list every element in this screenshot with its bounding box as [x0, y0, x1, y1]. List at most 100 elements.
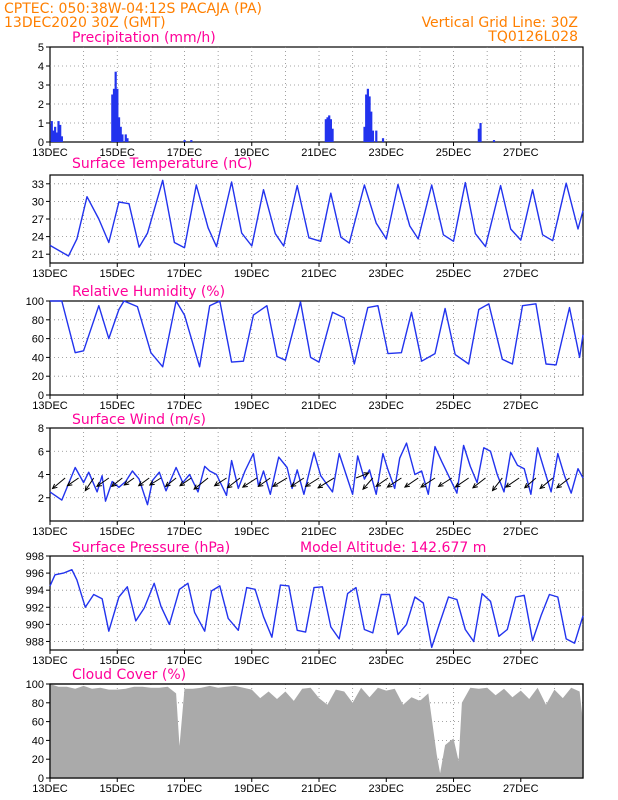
- series-line: [50, 300, 584, 368]
- wind-arrow-shaft: [472, 477, 486, 489]
- precipitation-bar: [375, 130, 378, 142]
- wind-arrow-shaft: [455, 477, 469, 488]
- x-tick-label: 27DEC: [503, 400, 539, 412]
- precipitation-bar: [190, 140, 193, 142]
- wind-arrow-shaft: [123, 477, 135, 486]
- x-tick-label: 23DEC: [369, 147, 405, 159]
- panel-title: Relative Humidity (%): [72, 284, 225, 300]
- wind-arrow-head: [523, 483, 530, 489]
- wind-arrow-head: [148, 480, 155, 486]
- y-tick-label: 40: [32, 735, 44, 747]
- wind-arrow-shaft: [404, 477, 419, 488]
- panel-5: 988 990 992 994 996 998 13DEC 15DEC 17DEC 19DEC 21…: [26, 540, 584, 667]
- y-tick-label: 0: [38, 390, 44, 402]
- x-tick-label: 17DEC: [167, 783, 203, 795]
- series-line: [49, 569, 584, 649]
- x-tick-label: 21DEC: [301, 147, 337, 159]
- y-tick-label: 21: [32, 249, 44, 261]
- header-grid-line: Vertical Grid Line: 30Z: [422, 15, 578, 31]
- precipitation-bar: [50, 121, 53, 142]
- wind-arrow: [362, 477, 374, 491]
- wind-arrow-head: [226, 483, 233, 489]
- x-tick-label: 19DEC: [234, 400, 270, 412]
- precipitation-bar: [366, 88, 369, 142]
- wind-arrow-head: [257, 481, 264, 488]
- wind-arrow-head: [66, 481, 73, 487]
- precipitation-bar: [126, 138, 129, 142]
- precipitation-bar: [183, 140, 186, 142]
- wind-arrow-shaft: [539, 477, 554, 489]
- x-tick-label: 15DEC: [100, 783, 136, 795]
- precipitation-bar: [114, 71, 117, 142]
- wind-arrow: [317, 477, 335, 489]
- wind-arrow-shaft: [438, 477, 453, 487]
- x-tick-label: 15DEC: [100, 147, 136, 159]
- wind-arrow-head: [213, 481, 220, 487]
- wind-arrow: [84, 477, 95, 492]
- precipitation-bar: [324, 119, 327, 142]
- precipitation-bar: [54, 126, 57, 142]
- x-tick-label: 17DEC: [167, 268, 203, 280]
- x-tick-label: 27DEC: [503, 655, 539, 667]
- y-tick-label: 4: [38, 61, 44, 73]
- precipitation-bar: [117, 117, 121, 142]
- wind-arrow-shaft: [272, 477, 288, 487]
- y-tick-label: 994: [26, 585, 44, 597]
- x-tick-label: 15DEC: [100, 655, 136, 667]
- x-tick-label: 23DEC: [369, 526, 405, 538]
- wind-arrow-head: [386, 482, 393, 488]
- panel-title: Precipitation (mm/h): [72, 30, 216, 46]
- wind-arrow-shaft: [387, 477, 402, 488]
- x-tick-label: 23DEC: [369, 268, 405, 280]
- precipitation-bar: [112, 88, 116, 142]
- precipitation-bar: [479, 123, 482, 142]
- x-tick-label: 15DEC: [100, 400, 136, 412]
- x-tick-label: 19DEC: [234, 526, 270, 538]
- y-tick-label: 6: [38, 446, 44, 458]
- wind-arrow-head: [179, 481, 186, 487]
- wind-arrow: [403, 477, 419, 488]
- x-tick-label: 25DEC: [436, 783, 472, 795]
- precipitation-bar: [381, 138, 385, 142]
- wind-arrow: [355, 472, 370, 479]
- precipitation-bar: [55, 132, 58, 142]
- wind-arrow-head: [110, 481, 117, 488]
- x-tick-label: 13DEC: [32, 147, 68, 159]
- panel-3: 0 20 40 60 80 100 13DEC 15DEC 17DEC 19DEC 21DEC 23D…: [26, 284, 584, 412]
- wind-arrow-shaft: [556, 477, 570, 489]
- wind-arrow-shaft: [227, 477, 241, 489]
- y-tick-label: 990: [26, 619, 44, 631]
- x-tick-label: 21DEC: [301, 783, 337, 795]
- wind-arrow: [504, 477, 520, 488]
- wind-arrow-shaft: [242, 477, 258, 488]
- wind-arrow: [213, 477, 227, 487]
- wind-arrow-shaft: [96, 477, 110, 487]
- wind-arrow: [66, 477, 79, 487]
- wind-arrow-head: [51, 483, 58, 490]
- wind-arrow-head: [363, 472, 370, 478]
- wind-arrow: [523, 477, 537, 489]
- x-tick-label: 13DEC: [32, 526, 68, 538]
- panel-6: 0 20 40 60 80 100 13DEC 15DEC 17DEC 19DEC 21DEC 23D…: [26, 667, 584, 795]
- x-tick-label: 13DEC: [32, 400, 68, 412]
- y-tick-label: 992: [26, 602, 44, 614]
- wind-arrow-shaft: [305, 477, 320, 487]
- wind-arrow-shaft: [375, 477, 389, 487]
- wind-arrow: [110, 477, 123, 488]
- wind-arrow-head: [454, 482, 461, 488]
- precipitation-bar: [492, 140, 496, 142]
- wind-arrow-shaft: [258, 477, 271, 487]
- wind-arrow-shaft: [214, 477, 227, 487]
- wind-arrow: [454, 477, 469, 488]
- wind-arrow: [471, 477, 486, 489]
- precipitation-bar: [121, 134, 124, 142]
- x-tick-label: 17DEC: [167, 526, 203, 538]
- y-tick-label: 24: [32, 232, 44, 244]
- wind-arrow-head: [403, 482, 410, 488]
- panel-title: Cloud Cover (%): [72, 667, 186, 683]
- wind-arrow-shaft: [52, 477, 66, 489]
- plot-frame-overlay: [49, 683, 584, 779]
- wind-arrow-shaft: [193, 477, 209, 490]
- wind-arrow: [555, 477, 570, 489]
- y-tick-label: 2: [38, 493, 44, 505]
